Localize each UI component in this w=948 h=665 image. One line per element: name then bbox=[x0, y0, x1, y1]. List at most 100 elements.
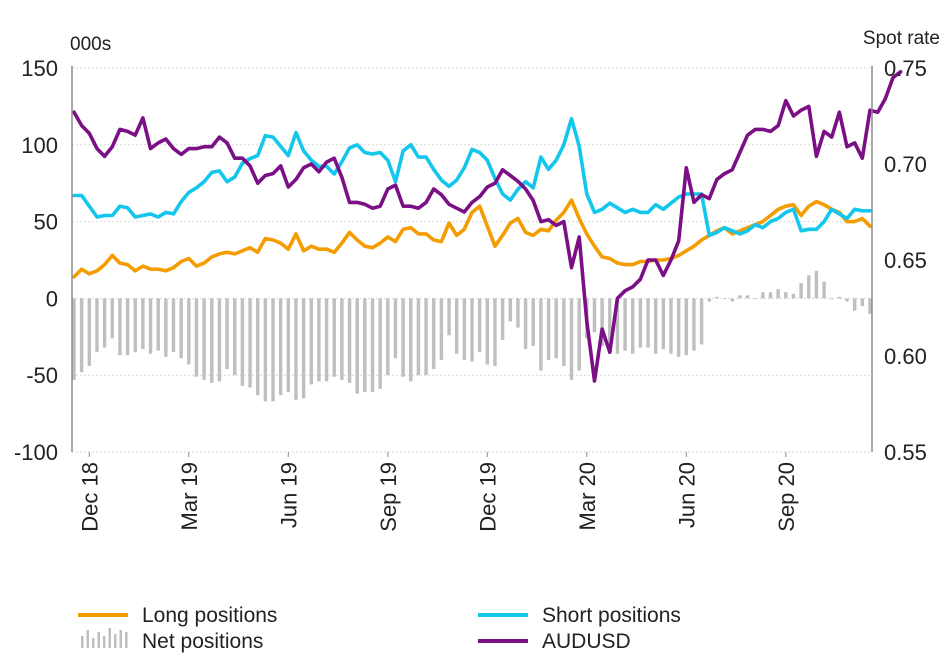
net-bar bbox=[822, 281, 826, 299]
left-tick-label: 150 bbox=[21, 56, 58, 81]
net-bar bbox=[745, 295, 750, 299]
long-line bbox=[72, 198, 872, 279]
right-tick-label: 0.65 bbox=[884, 248, 927, 273]
net-bar bbox=[485, 298, 490, 365]
net-bar bbox=[424, 298, 428, 376]
net-bar bbox=[240, 298, 245, 386]
legend-swatch-bar bbox=[97, 632, 100, 648]
legend-swatch-bar bbox=[92, 638, 95, 648]
net-bar bbox=[562, 298, 566, 366]
net-bar bbox=[493, 298, 497, 366]
net-bar bbox=[309, 298, 313, 385]
x-tick-label: Sep 19 bbox=[376, 462, 401, 532]
right-tick-label: 0.75 bbox=[884, 56, 927, 81]
legend-swatch-bar bbox=[119, 630, 122, 648]
net-bar bbox=[500, 298, 505, 340]
left-tick-label: -50 bbox=[26, 363, 58, 388]
net-bar bbox=[516, 298, 520, 328]
net-bar bbox=[171, 298, 176, 353]
net-bar bbox=[194, 298, 199, 377]
net-bar bbox=[263, 298, 268, 402]
net-bar bbox=[233, 298, 237, 376]
right-axis-ticks: 0.75 0.70 0.65 0.60 0.55 bbox=[884, 56, 927, 465]
net-bar bbox=[164, 298, 168, 357]
net-bar bbox=[179, 298, 183, 359]
net-bar bbox=[148, 298, 153, 354]
net-bar bbox=[156, 298, 160, 351]
net-bar bbox=[95, 298, 99, 353]
net-bar bbox=[248, 298, 252, 388]
legend-swatch-bar bbox=[125, 632, 128, 648]
net-bar bbox=[592, 298, 597, 333]
net-bar bbox=[278, 298, 283, 396]
net-bar bbox=[378, 298, 382, 390]
net-bar bbox=[661, 298, 666, 350]
net-bar bbox=[608, 298, 612, 354]
x-tick-label: Mar 19 bbox=[177, 462, 202, 530]
right-tick-label: 0.60 bbox=[884, 344, 927, 369]
net-bar bbox=[416, 298, 421, 376]
net-bar bbox=[255, 298, 260, 396]
net-bar bbox=[623, 298, 627, 351]
net-positions-bars bbox=[72, 270, 872, 402]
legend-swatch-bar bbox=[114, 634, 117, 648]
net-bar bbox=[187, 298, 191, 365]
net-bar bbox=[79, 298, 84, 373]
net-bar bbox=[141, 298, 145, 350]
x-tick-label: Jun 19 bbox=[276, 462, 301, 528]
net-bar bbox=[225, 298, 229, 370]
net-bar bbox=[868, 298, 872, 314]
net-bar bbox=[271, 298, 275, 402]
x-tick-label: Sep 20 bbox=[774, 462, 799, 532]
net-bar bbox=[324, 298, 329, 382]
net-bar bbox=[447, 298, 451, 336]
net-bar bbox=[860, 298, 865, 307]
short-line bbox=[72, 116, 872, 238]
net-bar bbox=[508, 298, 512, 322]
net-bar bbox=[432, 298, 436, 370]
right-axis-unit: Spot rate bbox=[863, 28, 940, 49]
net-bar bbox=[669, 298, 673, 354]
left-tick-label: 50 bbox=[34, 210, 58, 235]
legend-swatch-bar bbox=[103, 636, 106, 648]
net-bar bbox=[409, 298, 413, 382]
net-bar bbox=[699, 298, 704, 345]
net-bar bbox=[454, 298, 459, 354]
legend-label: Short positions bbox=[542, 604, 681, 627]
net-bar bbox=[814, 270, 819, 299]
net-bar bbox=[784, 292, 788, 299]
net-bar bbox=[761, 292, 765, 299]
net-bar bbox=[730, 298, 734, 302]
net-bar bbox=[301, 298, 306, 399]
legend-label: AUDUSD bbox=[542, 630, 631, 653]
net-bar bbox=[401, 298, 405, 377]
legend-item-net: Net positions bbox=[81, 628, 263, 653]
net-bar bbox=[684, 298, 689, 356]
net-bar bbox=[638, 298, 643, 348]
net-bar bbox=[523, 298, 528, 350]
net-bar bbox=[332, 298, 336, 377]
net-bar bbox=[217, 298, 222, 382]
net-bar bbox=[799, 283, 803, 299]
net-bar bbox=[722, 298, 727, 300]
left-tick-label: 0 bbox=[46, 286, 58, 311]
left-axis-unit: 000s bbox=[70, 34, 111, 55]
x-tick-label: Mar 20 bbox=[575, 462, 600, 530]
net-bar bbox=[692, 298, 696, 351]
net-bar bbox=[462, 298, 467, 360]
net-bar bbox=[125, 298, 130, 356]
legend-item-long: Long positions bbox=[78, 604, 277, 627]
left-axis-ticks: 150 100 50 0 -50 -100 bbox=[14, 56, 58, 465]
net-bar bbox=[531, 298, 535, 347]
series-lines bbox=[72, 70, 903, 383]
net-bar bbox=[845, 298, 849, 302]
net-bar bbox=[768, 292, 773, 299]
net-bar bbox=[439, 298, 444, 360]
net-bar bbox=[87, 298, 92, 366]
net-bar bbox=[600, 298, 604, 347]
net-bar bbox=[133, 298, 137, 353]
x-axis-ticks: Dec 18 Mar 19 Jun 19 Sep 19 Dec 19 Mar 20 Jun … bbox=[77, 452, 799, 532]
net-bar bbox=[631, 298, 635, 354]
net-bar bbox=[340, 298, 344, 380]
